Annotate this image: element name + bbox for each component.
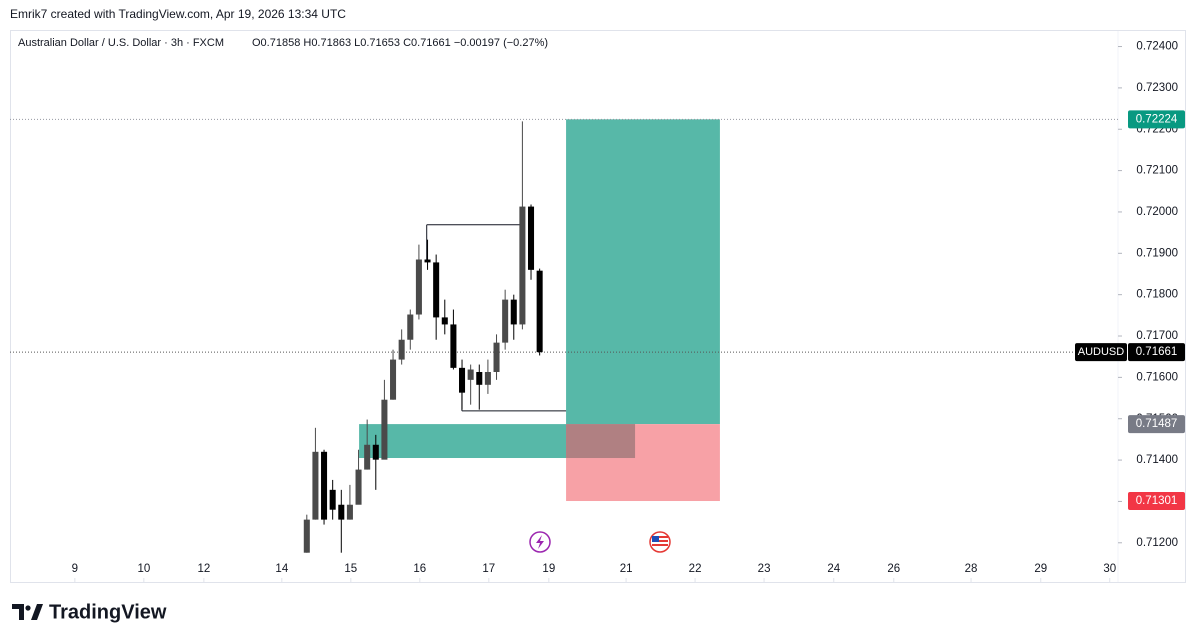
candle-body — [424, 259, 431, 263]
candle-body — [519, 206, 526, 325]
y-tick-label: 0.71800 — [1136, 289, 1178, 301]
candle-body — [441, 317, 448, 325]
legend-ohlc: O0.71858 H0.71863 L0.71653 C0.71661 −0.0… — [252, 37, 548, 49]
symbol-label-bg — [1075, 343, 1127, 362]
candle-body — [381, 399, 388, 460]
y-tick-label: 0.71700 — [1136, 330, 1178, 342]
target-label: 0.72224 — [1136, 113, 1178, 125]
x-tick-label: 23 — [758, 563, 771, 575]
candle-body — [398, 339, 405, 360]
x-tick-label: 15 — [344, 563, 357, 575]
y-tick-label: 0.71400 — [1136, 454, 1178, 466]
candle-body — [502, 299, 509, 343]
y-tick-label: 0.71600 — [1136, 371, 1178, 383]
candle-body — [321, 451, 328, 520]
target-zone — [566, 119, 720, 425]
x-tick-label: 29 — [1034, 563, 1047, 575]
candle-body — [329, 489, 336, 510]
candle-body — [372, 444, 379, 460]
candle-body — [415, 259, 422, 315]
x-tick-label: 12 — [197, 563, 210, 575]
x-tick-label: 10 — [137, 563, 150, 575]
candle-body — [536, 270, 543, 353]
entry-label: 0.71487 — [1136, 418, 1178, 430]
x-tick-label: 26 — [887, 563, 900, 575]
x-tick-label: 14 — [275, 563, 288, 575]
candle-body — [510, 299, 517, 325]
candle-body — [450, 324, 457, 368]
candle-body — [355, 469, 362, 505]
x-tick-label: 16 — [413, 563, 426, 575]
candle-body — [484, 371, 491, 385]
stop-label: 0.71301 — [1136, 495, 1178, 507]
legend-title: Australian Dollar / U.S. Dollar · 3h · F… — [18, 37, 224, 49]
pane-border — [10, 30, 1186, 583]
candle-body — [346, 504, 353, 520]
x-tick-label: 21 — [620, 563, 633, 575]
x-tick-label: 19 — [542, 563, 555, 575]
candle-body — [338, 504, 345, 520]
candle-body — [493, 342, 500, 372]
x-tick-label: 9 — [72, 563, 78, 575]
y-tick-label: 0.71900 — [1136, 247, 1178, 259]
event-icon — [529, 531, 551, 553]
candle-body — [528, 206, 535, 270]
candle-body — [390, 359, 397, 400]
candle-body — [459, 367, 466, 393]
candle-body — [364, 444, 371, 470]
y-tick-label: 0.72000 — [1136, 206, 1178, 218]
candle-body — [433, 262, 440, 318]
candle-body — [407, 314, 414, 340]
x-tick-label: 17 — [482, 563, 495, 575]
header: Emrik7 created with TradingView.com, Apr… — [10, 7, 346, 21]
x-tick-label: 28 — [965, 563, 978, 575]
target-label-bg — [1128, 110, 1185, 129]
stop-label-bg — [1128, 492, 1185, 511]
x-tick-label: 22 — [689, 563, 702, 575]
candle-body — [467, 369, 474, 380]
plot: 0.724000.723000.722000.721000.720000.719… — [10, 41, 1178, 582]
entry-label-bg — [1128, 415, 1185, 434]
x-tick-label: 30 — [1103, 563, 1116, 575]
y-tick-label: 0.71200 — [1136, 537, 1178, 549]
last-price-label: 0.71661 — [1136, 346, 1178, 358]
candle-body — [312, 451, 319, 520]
y-tick-label: 0.72300 — [1136, 82, 1178, 94]
x-tick-label: 24 — [827, 563, 840, 575]
flag-icon — [649, 531, 671, 553]
footer-brand: TradingView — [49, 601, 167, 623]
candle-body — [476, 371, 483, 385]
overlap-shade — [566, 424, 636, 459]
y-tick-label: 0.72100 — [1136, 165, 1178, 177]
logo — [12, 604, 43, 620]
symbol-label: AUDUSD — [1078, 346, 1125, 358]
candle-body — [303, 519, 310, 553]
y-tick-label: 0.72400 — [1136, 41, 1178, 53]
last-price-label-bg — [1128, 343, 1185, 362]
